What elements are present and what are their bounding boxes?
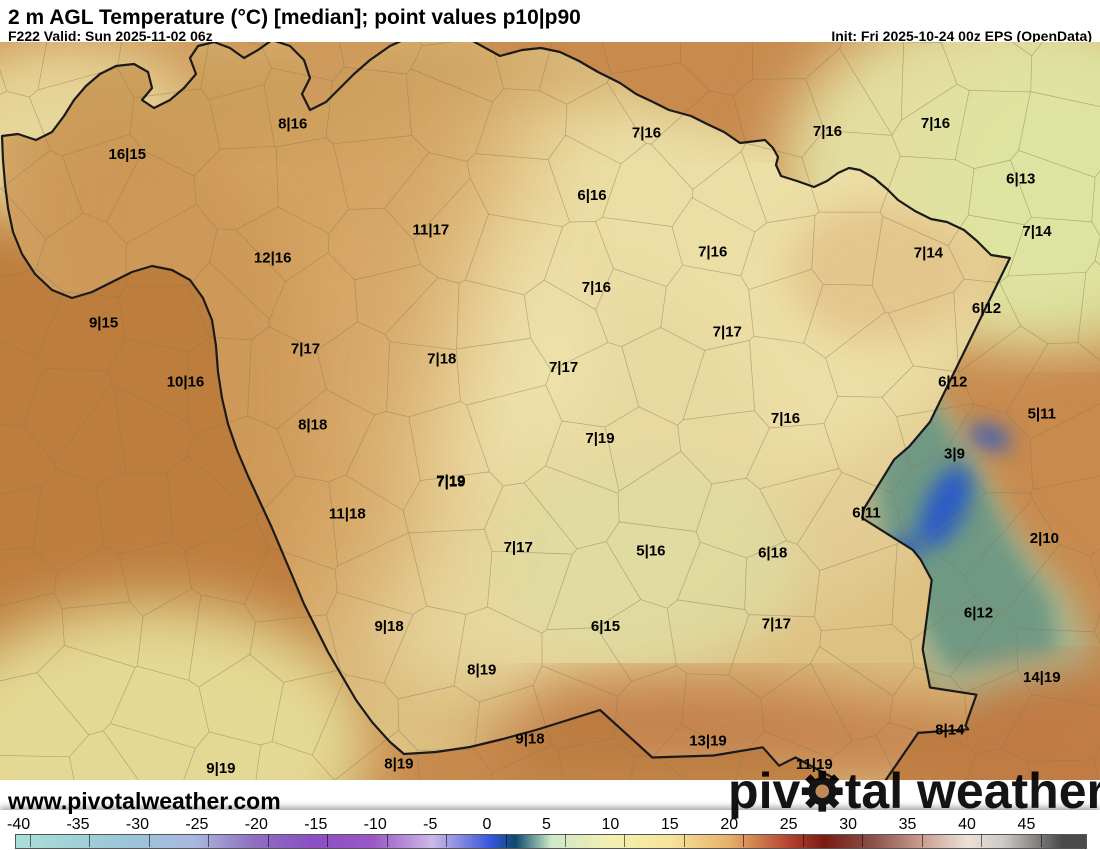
svg-text:2|10: 2|10 <box>1030 530 1059 547</box>
svg-text:9|18: 9|18 <box>515 730 544 747</box>
svg-text:7|17: 7|17 <box>713 324 742 341</box>
svg-text:12|16: 12|16 <box>254 250 292 267</box>
svg-text:7|17: 7|17 <box>291 340 320 357</box>
svg-text:5|16: 5|16 <box>636 543 665 560</box>
svg-text:7|16: 7|16 <box>813 123 842 140</box>
svg-text:11|18: 11|18 <box>329 505 366 522</box>
svg-text:14|19: 14|19 <box>1023 669 1061 686</box>
svg-text:6|12: 6|12 <box>938 373 967 390</box>
svg-text:7|16: 7|16 <box>698 244 727 261</box>
svg-text:8|14: 8|14 <box>935 722 965 739</box>
svg-text:7|16: 7|16 <box>582 279 611 296</box>
svg-text:7|19: 7|19 <box>585 430 614 447</box>
svg-text:6|15: 6|15 <box>591 618 620 635</box>
svg-text:7|19: 7|19 <box>436 473 465 490</box>
svg-text:7|14: 7|14 <box>914 245 944 262</box>
svg-text:11|17: 11|17 <box>413 222 450 239</box>
svg-text:9|18: 9|18 <box>374 618 403 635</box>
svg-text:7|16: 7|16 <box>632 125 661 142</box>
svg-text:8|19: 8|19 <box>467 662 496 679</box>
svg-text:9|15: 9|15 <box>89 315 118 332</box>
svg-text:8|19: 8|19 <box>384 756 413 773</box>
svg-text:6|16: 6|16 <box>577 187 606 204</box>
svg-text:7|16: 7|16 <box>921 115 950 132</box>
svg-text:6|12: 6|12 <box>972 300 1001 317</box>
svg-text:7|17: 7|17 <box>504 539 533 556</box>
svg-text:6|12: 6|12 <box>964 604 993 621</box>
svg-text:3|9: 3|9 <box>944 445 965 462</box>
svg-text:7|16: 7|16 <box>771 410 800 427</box>
svg-text:7|18: 7|18 <box>427 351 456 368</box>
svg-text:7|14: 7|14 <box>1022 223 1052 240</box>
svg-text:6|11: 6|11 <box>852 504 880 521</box>
svg-text:5|11: 5|11 <box>1028 405 1056 422</box>
svg-text:7|17: 7|17 <box>762 616 791 633</box>
svg-text:6|13: 6|13 <box>1006 171 1035 188</box>
svg-text:8|18: 8|18 <box>298 416 327 433</box>
svg-text:9|19: 9|19 <box>206 760 235 777</box>
svg-text:7|17: 7|17 <box>549 359 578 376</box>
svg-text:10|16: 10|16 <box>167 373 205 390</box>
svg-text:16|15: 16|15 <box>109 146 147 163</box>
svg-text:13|19: 13|19 <box>689 732 727 749</box>
svg-text:8|16: 8|16 <box>278 116 307 133</box>
svg-text:6|18: 6|18 <box>758 544 787 561</box>
